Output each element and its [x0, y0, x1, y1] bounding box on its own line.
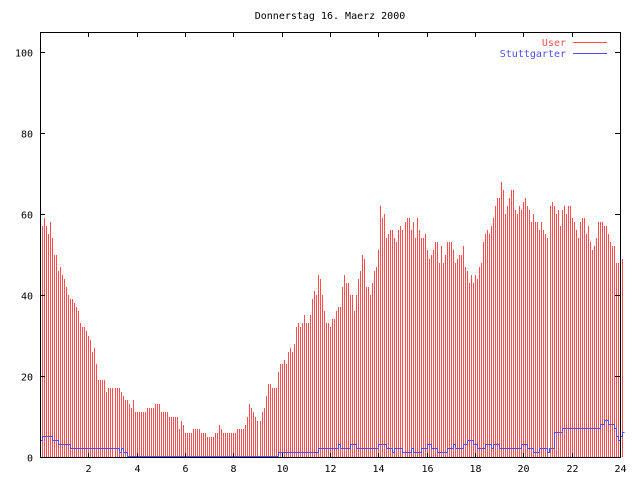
x-tick-label: 14 [372, 464, 384, 475]
user-bars [40, 182, 623, 457]
x-tick-label: 4 [134, 464, 140, 475]
chart-title: Donnerstag 16. Maerz 2000 [255, 11, 406, 22]
x-tick-label: 10 [276, 464, 288, 475]
x-tick-label: 16 [421, 464, 433, 475]
legend-label-stuttgarter: Stuttgarter [500, 49, 566, 60]
x-tick-label: 20 [517, 464, 529, 475]
x-tick-label: 8 [230, 464, 236, 475]
legend-label-user: User [542, 38, 566, 49]
x-tick-label: 24 [614, 464, 626, 475]
x-tick-label: 18 [469, 464, 481, 475]
y-tick-label: 0 [27, 454, 33, 465]
x-axis: 2 4 6 8 10 12 14 16 18 20 22 24 [85, 32, 627, 475]
stuttgarter-line [40, 420, 625, 457]
y-tick-label: 60 [21, 211, 33, 222]
legend: User Stuttgarter [500, 38, 607, 60]
x-tick-label: 22 [566, 464, 578, 475]
x-tick-label: 2 [85, 464, 91, 475]
y-tick-label: 80 [21, 130, 33, 141]
x-tick-label: 12 [324, 464, 336, 475]
x-tick-label: 6 [182, 464, 188, 475]
y-axis: 0 20 40 60 80 100 [15, 49, 620, 465]
y-tick-label: 100 [15, 49, 33, 60]
y-tick-label: 40 [21, 292, 33, 303]
y-tick-label: 20 [21, 373, 33, 384]
